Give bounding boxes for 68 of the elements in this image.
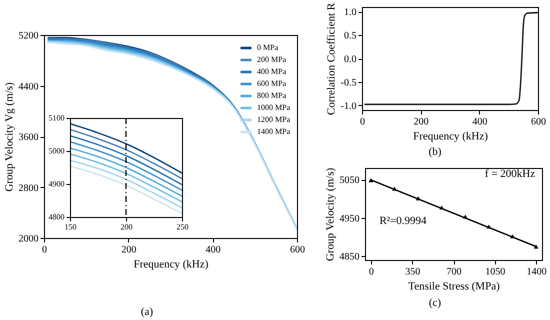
x-tick-label: 1050 <box>485 266 506 278</box>
x-axis-title: Frequency (kHz) <box>413 130 488 142</box>
y-tick-label: 4900 <box>48 180 64 188</box>
legend-label: 600 MPa <box>257 79 287 88</box>
y-tick-label: -1.0 <box>340 100 356 112</box>
y-tick-label: -0.5 <box>340 77 356 88</box>
x-tick-label: 350 <box>405 266 420 278</box>
x-tick-label: 150 <box>64 222 76 232</box>
x-tick-label: 400 <box>472 116 488 128</box>
y-tick-label: 4850 <box>340 252 360 263</box>
legend-label: 400 MPa <box>257 67 287 76</box>
line-series <box>364 12 538 106</box>
y-axis-title: Group Velocity Vg (m/s) <box>4 82 16 192</box>
x-axis-title: Frequency (kHz) <box>134 258 209 270</box>
y-tick-label: 2800 <box>18 182 38 194</box>
y-tick-label: 5200 <box>18 30 38 42</box>
y-tick-label: 4400 <box>18 81 38 92</box>
point <box>368 178 374 182</box>
y-tick-label: 0.0 <box>344 54 356 65</box>
point <box>462 214 468 219</box>
x-tick-label: 200 <box>121 244 136 256</box>
text: (c) <box>428 297 442 309</box>
x-tick-label: 1400 <box>526 266 547 278</box>
legend-label: 0 MPa <box>257 43 279 52</box>
y-tick-label: 3600 <box>18 132 38 143</box>
x-tick-label: 700 <box>446 266 462 278</box>
point <box>486 224 492 229</box>
line-series <box>70 141 182 191</box>
x-tick-label: 0 <box>368 266 374 278</box>
y-tick-label: 1.0 <box>344 7 356 18</box>
point <box>439 205 444 210</box>
y-tick-label: 2000 <box>18 234 38 244</box>
point <box>510 234 515 238</box>
annotation: f = 200kHz <box>484 168 536 180</box>
point <box>534 244 538 249</box>
x-tick-label: 600 <box>290 244 305 256</box>
x-tick-label: 200 <box>414 116 429 128</box>
text: (b) <box>428 146 442 158</box>
x-tick-label: 200 <box>120 222 132 232</box>
x-tick-label: 0 <box>360 116 365 128</box>
line-series <box>70 128 182 180</box>
legend-label: 200 MPa <box>257 55 287 64</box>
x-axis-title: Tensile Stress (MPa) <box>408 280 500 292</box>
legend-label: 1200 MPa <box>257 115 291 124</box>
text: (a) <box>140 306 154 318</box>
y-tick-label: 5100 <box>48 114 64 122</box>
y-axis-title: Group Velocity (m/s) <box>324 168 336 262</box>
x-tick-label: 0 <box>42 244 47 256</box>
y-tick-label: 5050 <box>340 175 360 186</box>
line-series <box>70 160 182 208</box>
line-series <box>70 153 182 203</box>
line-series <box>70 165 182 214</box>
x-tick-label: 600 <box>531 116 546 128</box>
legend-label: 1000 MPa <box>257 103 291 112</box>
line-series <box>70 147 182 197</box>
line-series <box>70 122 182 174</box>
line-series <box>70 135 182 186</box>
y-axis-title: Correlation Coefficient R <box>326 2 338 116</box>
y-tick-label: 4800 <box>48 212 64 222</box>
y-tick-label: 0.5 <box>344 30 356 42</box>
legend-label: 800 MPa <box>257 91 287 100</box>
x-tick-label: 400 <box>206 244 221 256</box>
legend-label: 1400 MPa <box>257 127 291 136</box>
annotation: R²=0.9994 <box>379 215 428 227</box>
y-tick-label: 4950 <box>340 213 360 224</box>
x-tick-label: 250 <box>176 222 188 232</box>
y-tick-label: 5000 <box>48 146 64 156</box>
point <box>416 196 420 200</box>
